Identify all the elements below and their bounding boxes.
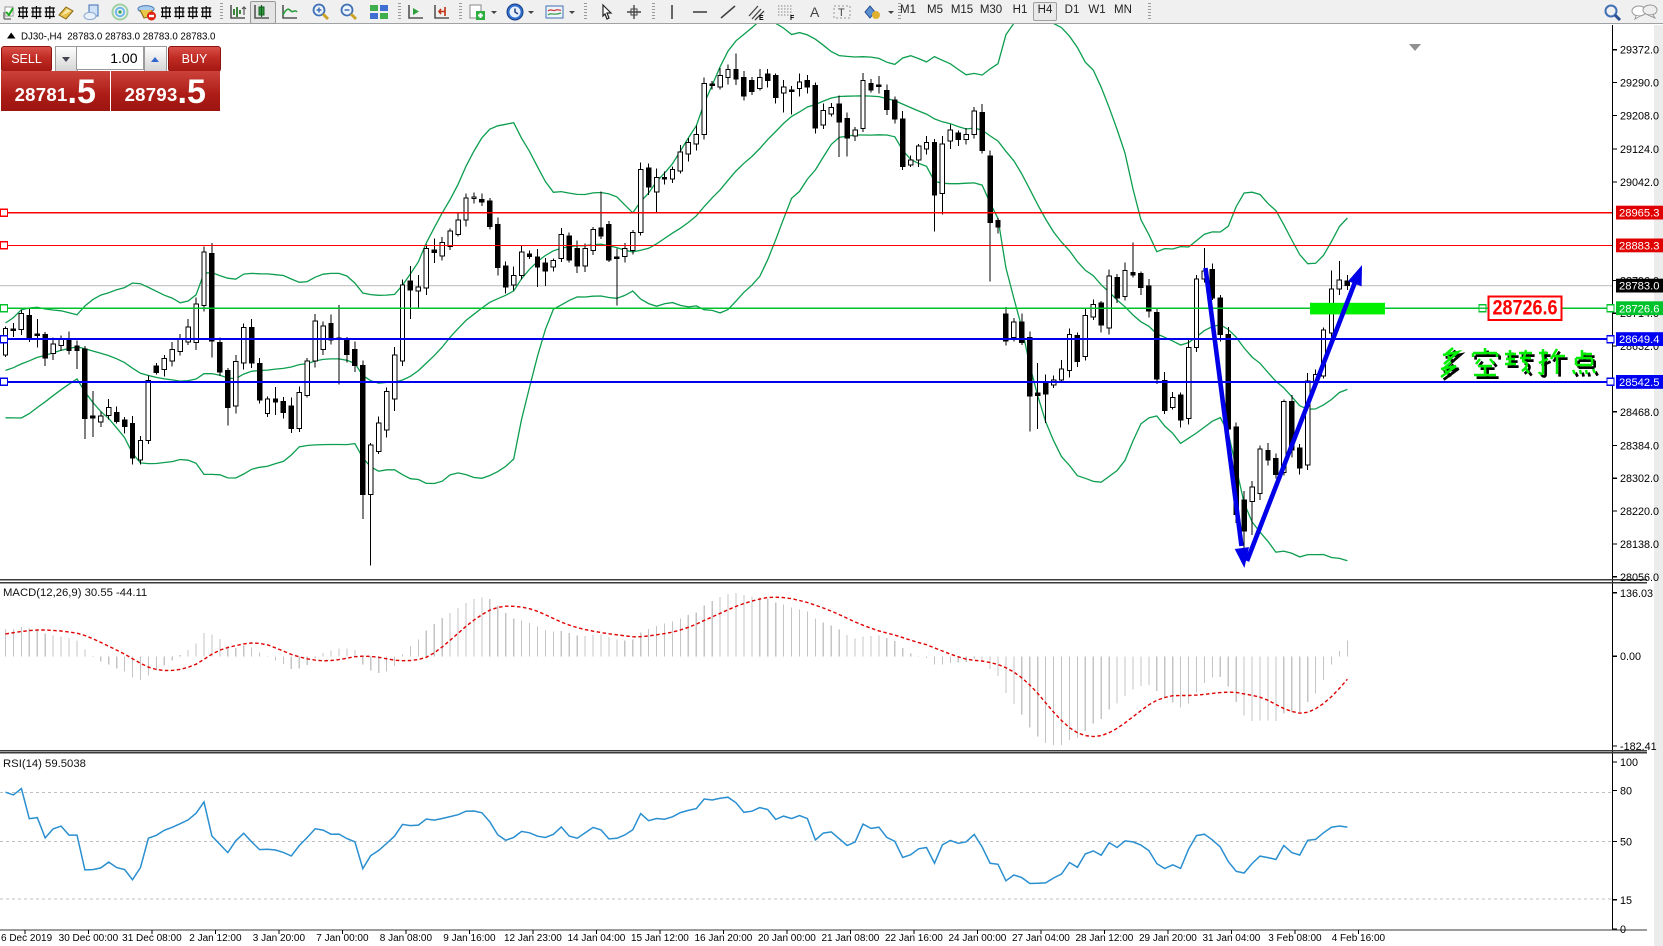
svg-text:28 Jan 12:00: 28 Jan 12:00 — [1075, 933, 1133, 944]
svg-text:8 Jan 08:00: 8 Jan 08:00 — [380, 933, 433, 944]
svg-text:9 Jan 16:00: 9 Jan 16:00 — [443, 933, 496, 944]
svg-text:24 Jan 00:00: 24 Jan 00:00 — [948, 933, 1006, 944]
svg-text:28726.6: 28726.6 — [1619, 303, 1659, 315]
svg-text:28649.4: 28649.4 — [1619, 334, 1659, 346]
svg-text:RSI(14) 59.5038: RSI(14) 59.5038 — [3, 758, 86, 770]
svg-text:29124.0: 29124.0 — [1620, 144, 1659, 156]
svg-text:16 Jan 20:00: 16 Jan 20:00 — [694, 933, 752, 944]
svg-text:15 Jan 12:00: 15 Jan 12:00 — [631, 933, 689, 944]
svg-text:100: 100 — [1620, 757, 1638, 769]
svg-text:7 Jan 00:00: 7 Jan 00:00 — [316, 933, 369, 944]
svg-text:4 Feb 16:00: 4 Feb 16:00 — [1332, 933, 1386, 944]
svg-text:50: 50 — [1620, 837, 1632, 849]
svg-text:F: F — [790, 15, 795, 21]
svg-text:29372.0: 29372.0 — [1620, 45, 1659, 57]
svg-text:28726.6: 28726.6 — [1493, 296, 1558, 320]
svg-text:28220.0: 28220.0 — [1620, 506, 1659, 518]
svg-text:29208.0: 29208.0 — [1620, 110, 1659, 122]
svg-text:15: 15 — [1620, 895, 1632, 907]
svg-text:31 Jan 04:00: 31 Jan 04:00 — [1202, 933, 1260, 944]
svg-text:28056.0: 28056.0 — [1620, 572, 1659, 584]
svg-text:27 Jan 04:00: 27 Jan 04:00 — [1012, 933, 1070, 944]
svg-text:12 Jan 23:00: 12 Jan 23:00 — [504, 933, 562, 944]
svg-text:29 Jan 20:00: 29 Jan 20:00 — [1139, 933, 1197, 944]
svg-text:22 Jan 16:00: 22 Jan 16:00 — [885, 933, 943, 944]
svg-text:3 Feb 08:00: 3 Feb 08:00 — [1268, 933, 1322, 944]
svg-text:DJ30-,H4 28783.0 28783.0 2878: DJ30-,H4 28783.0 28783.0 28783.0 28783.0 — [21, 32, 216, 43]
svg-text:31 Dec 08:00: 31 Dec 08:00 — [122, 933, 182, 944]
svg-text:-182.41: -182.41 — [1620, 741, 1657, 753]
svg-text:2 Jan 12:00: 2 Jan 12:00 — [189, 933, 242, 944]
svg-text:3 Jan 20:00: 3 Jan 20:00 — [253, 933, 306, 944]
svg-text:28468.0: 28468.0 — [1620, 407, 1659, 419]
svg-text:21 Jan 08:00: 21 Jan 08:00 — [821, 933, 879, 944]
svg-text:29290.0: 29290.0 — [1620, 78, 1659, 90]
svg-text:E: E — [759, 15, 764, 21]
svg-text:T: T — [838, 7, 845, 19]
svg-text:20 Jan 00:00: 20 Jan 00:00 — [758, 933, 816, 944]
svg-text:28384.0: 28384.0 — [1620, 440, 1659, 452]
svg-text:80: 80 — [1620, 786, 1632, 798]
svg-text:28302.0: 28302.0 — [1620, 473, 1659, 485]
svg-text:28138.0: 28138.0 — [1620, 539, 1659, 551]
svg-text:28542.5: 28542.5 — [1619, 377, 1659, 389]
svg-text:A: A — [810, 4, 820, 20]
svg-text:28883.3: 28883.3 — [1619, 241, 1659, 253]
svg-text:29042.0: 29042.0 — [1620, 177, 1659, 189]
svg-text:136.03: 136.03 — [1620, 588, 1653, 600]
svg-text:28783.0: 28783.0 — [1619, 281, 1659, 293]
svg-text:30 Dec 00:00: 30 Dec 00:00 — [59, 933, 119, 944]
svg-text:0: 0 — [1620, 924, 1626, 936]
svg-text:MACD(12,26,9) 30.55 -44.11: MACD(12,26,9) 30.55 -44.11 — [3, 587, 147, 599]
svg-text:28965.3: 28965.3 — [1619, 208, 1659, 220]
svg-text:6 Dec 2019: 6 Dec 2019 — [1, 933, 53, 944]
svg-text:0.00: 0.00 — [1620, 651, 1641, 663]
svg-text:14 Jan 04:00: 14 Jan 04:00 — [567, 933, 625, 944]
